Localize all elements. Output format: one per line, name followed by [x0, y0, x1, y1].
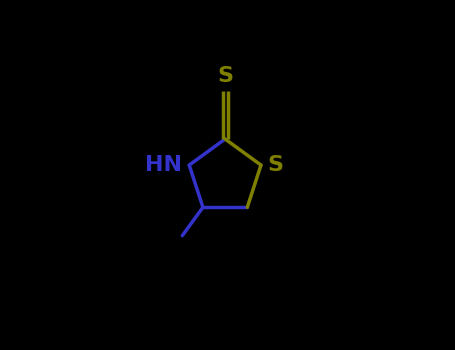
Text: HN: HN — [146, 155, 182, 175]
Text: S: S — [268, 155, 284, 175]
Text: S: S — [217, 66, 233, 86]
